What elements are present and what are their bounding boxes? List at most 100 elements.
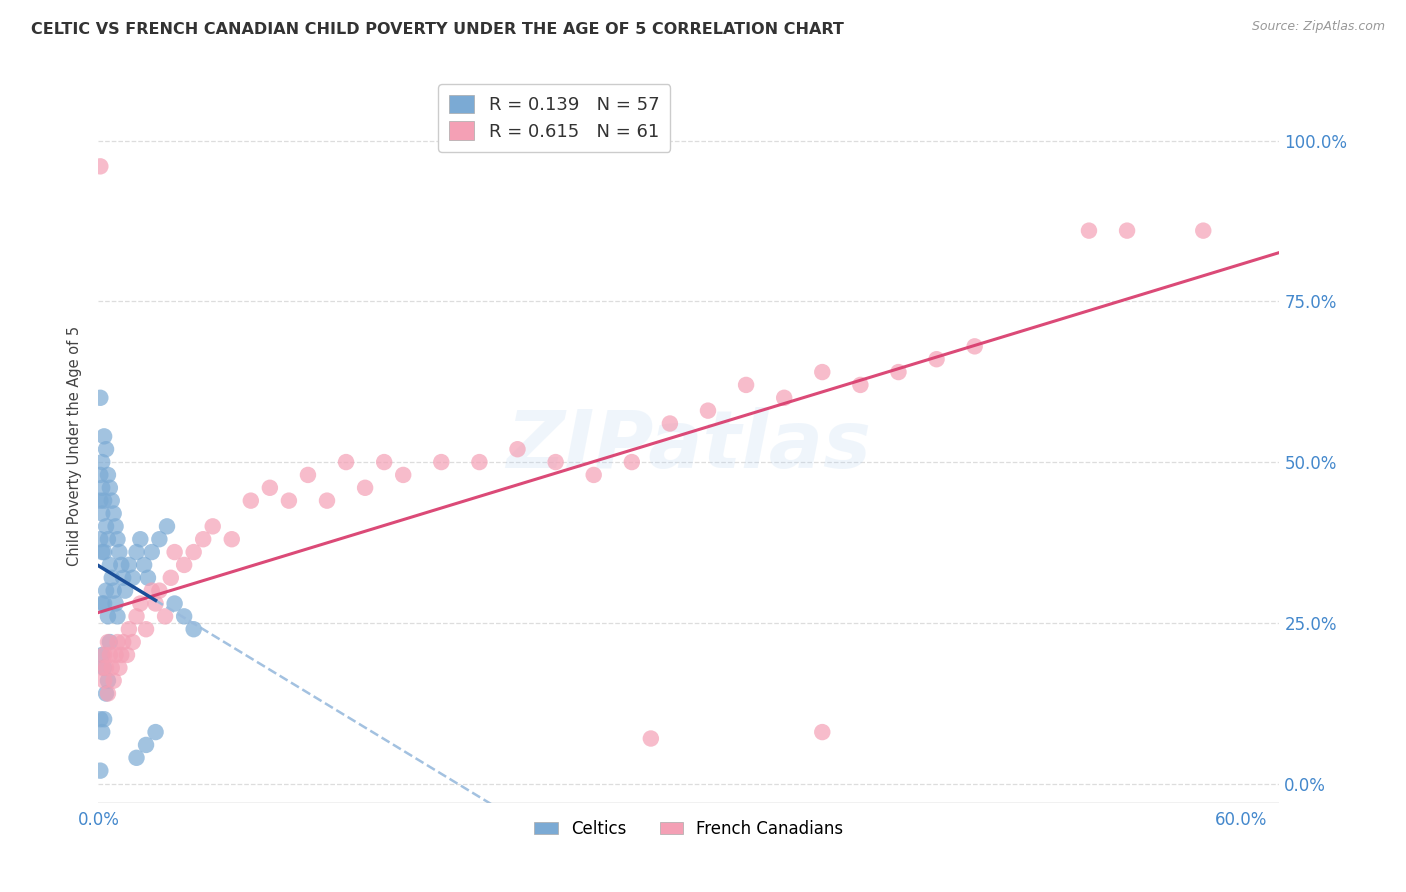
Point xyxy=(118,558,141,572)
Point xyxy=(658,417,681,431)
Point xyxy=(91,507,114,521)
Point xyxy=(141,545,163,559)
Point xyxy=(121,571,143,585)
Point xyxy=(156,519,179,533)
Point xyxy=(97,467,120,482)
Point xyxy=(1192,224,1215,238)
Point xyxy=(107,609,129,624)
Point xyxy=(91,725,114,739)
Point xyxy=(468,455,491,469)
Point xyxy=(115,648,138,662)
Point xyxy=(110,648,132,662)
Legend: Celtics, French Canadians: Celtics, French Canadians xyxy=(527,814,851,845)
Point xyxy=(159,571,181,585)
Point xyxy=(89,391,111,405)
Point xyxy=(316,493,339,508)
Point xyxy=(183,622,205,636)
Point xyxy=(89,764,111,778)
Point xyxy=(93,648,115,662)
Point xyxy=(544,455,567,469)
Point xyxy=(91,455,114,469)
Point xyxy=(811,725,834,739)
Point xyxy=(887,365,910,379)
Point xyxy=(148,533,170,547)
Point xyxy=(100,661,122,675)
Point xyxy=(97,533,120,547)
Point xyxy=(335,455,357,469)
Point xyxy=(125,545,148,559)
Point xyxy=(114,583,136,598)
Point xyxy=(112,571,135,585)
Point xyxy=(107,533,129,547)
Point xyxy=(104,597,127,611)
Point xyxy=(811,365,834,379)
Point xyxy=(121,635,143,649)
Point xyxy=(94,519,117,533)
Point xyxy=(118,622,141,636)
Point xyxy=(134,558,156,572)
Point xyxy=(110,558,132,572)
Point xyxy=(91,661,114,675)
Point xyxy=(259,481,281,495)
Point xyxy=(89,467,111,482)
Point xyxy=(373,455,395,469)
Point xyxy=(104,648,127,662)
Point xyxy=(100,493,122,508)
Point xyxy=(129,533,152,547)
Point xyxy=(89,712,111,726)
Point xyxy=(135,738,157,752)
Point xyxy=(153,609,176,624)
Point xyxy=(98,481,121,495)
Point xyxy=(129,597,152,611)
Point xyxy=(354,481,377,495)
Point xyxy=(201,519,224,533)
Point xyxy=(104,519,127,533)
Point xyxy=(773,391,796,405)
Point xyxy=(163,545,186,559)
Point xyxy=(93,673,115,688)
Point xyxy=(94,442,117,457)
Point xyxy=(97,673,120,688)
Point xyxy=(91,545,114,559)
Point xyxy=(145,597,167,611)
Point xyxy=(98,648,121,662)
Point xyxy=(1078,224,1101,238)
Point xyxy=(640,731,662,746)
Point xyxy=(620,455,643,469)
Point xyxy=(148,583,170,598)
Point xyxy=(925,352,948,367)
Point xyxy=(94,583,117,598)
Point xyxy=(141,583,163,598)
Point xyxy=(193,533,215,547)
Point xyxy=(125,751,148,765)
Point xyxy=(93,597,115,611)
Point xyxy=(697,403,720,417)
Point xyxy=(91,648,114,662)
Point xyxy=(89,493,111,508)
Point xyxy=(93,545,115,559)
Point xyxy=(1116,224,1139,238)
Point xyxy=(103,673,125,688)
Text: Source: ZipAtlas.com: Source: ZipAtlas.com xyxy=(1251,20,1385,33)
Point xyxy=(91,481,114,495)
Point xyxy=(173,609,195,624)
Point xyxy=(173,558,195,572)
Point xyxy=(97,635,120,649)
Point xyxy=(582,467,605,482)
Point xyxy=(135,622,157,636)
Point xyxy=(93,712,115,726)
Point xyxy=(89,159,111,173)
Point xyxy=(97,609,120,624)
Point xyxy=(239,493,262,508)
Text: ZIPatlas: ZIPatlas xyxy=(506,407,872,485)
Point xyxy=(97,686,120,700)
Point xyxy=(93,493,115,508)
Point xyxy=(145,725,167,739)
Point xyxy=(98,558,121,572)
Point xyxy=(221,533,243,547)
Point xyxy=(136,571,159,585)
Point xyxy=(735,378,758,392)
Point xyxy=(89,533,111,547)
Point xyxy=(392,467,415,482)
Point xyxy=(125,609,148,624)
